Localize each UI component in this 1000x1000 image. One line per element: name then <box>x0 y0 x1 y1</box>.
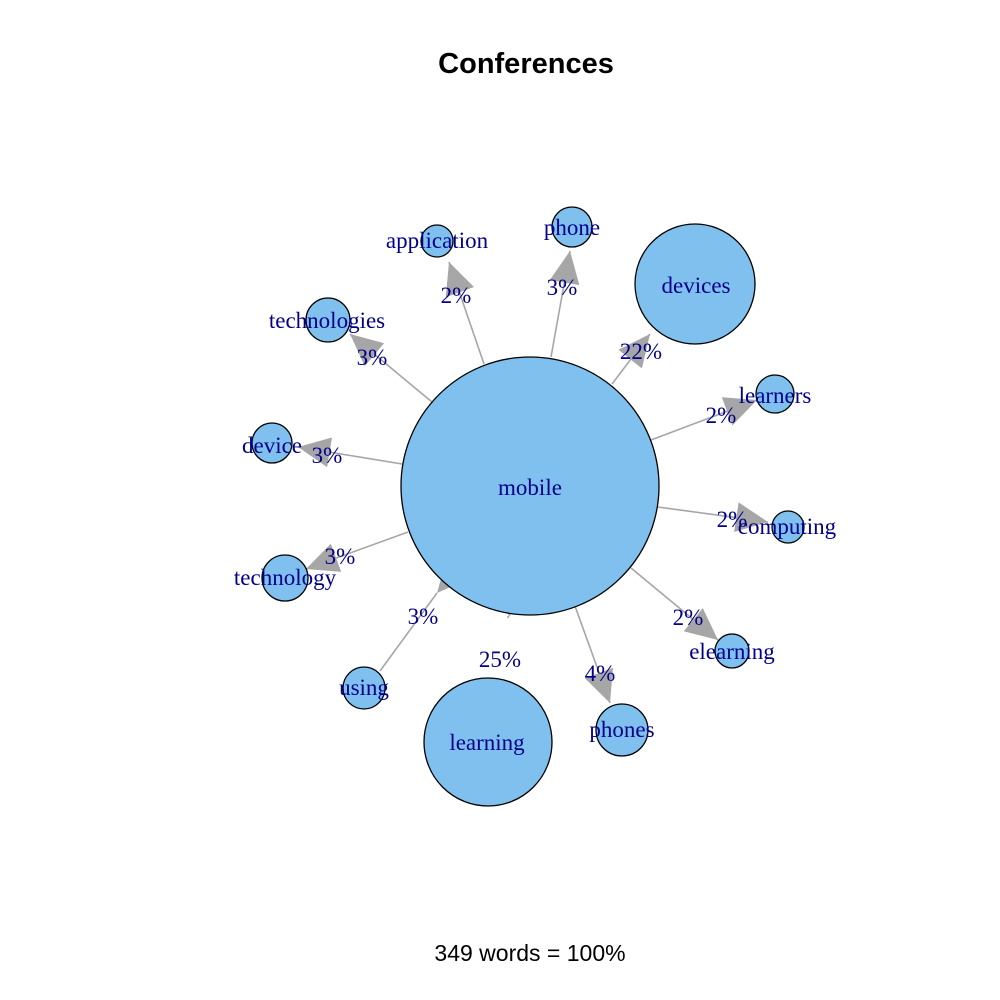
node-label-application: application <box>386 228 489 253</box>
footer-total: 349 words = 100% <box>434 940 625 966</box>
diagram-title: Conferences <box>438 48 614 80</box>
node-label-device: device <box>242 433 302 458</box>
node-circle-elearning <box>714 633 750 669</box>
node-circle-using <box>342 666 386 710</box>
edge-arrow-computing <box>734 502 768 532</box>
edge-arrow-technology <box>306 543 342 572</box>
node-circle-devices <box>634 223 756 345</box>
edge-label-using: 3% <box>408 604 439 629</box>
node-label-technology: technology <box>234 565 337 590</box>
edge-arrow-phone <box>549 251 580 286</box>
node-circle-application <box>420 224 454 258</box>
edge-label-layer: 2% 3% 22% 2% 2% 2% 4% 25% 3% 3% 3% 3% <box>312 275 748 686</box>
edge-label-technology: 3% <box>325 544 356 569</box>
edge-arrow-device <box>298 437 332 468</box>
edge-arrow-technologies <box>350 334 385 367</box>
node-label-mobile: mobile <box>498 475 562 500</box>
edge-line-using <box>379 592 438 672</box>
edge-label-phones: 4% <box>585 661 616 686</box>
node-circle-phones <box>595 703 649 757</box>
edge-label-device: 3% <box>312 443 343 468</box>
edge-label-learning: 25% <box>479 647 521 672</box>
node-circle-computing <box>771 510 805 544</box>
node-circle-learning <box>423 677 553 807</box>
edge-arrow-phones <box>584 667 613 703</box>
edge-label-devices: 22% <box>620 339 662 364</box>
edge-label-application: 2% <box>441 283 472 308</box>
node-circle-technology <box>261 554 309 602</box>
node-label-using: using <box>339 675 389 700</box>
node-circle-mobile <box>400 356 660 616</box>
edge-label-technologies: 3% <box>357 345 388 370</box>
node-circle-phone <box>551 206 593 248</box>
edge-label-phone: 3% <box>547 275 578 300</box>
node-circle-device <box>251 422 293 464</box>
edge-arrow-elearning <box>683 608 718 640</box>
edge-label-computing: 2% <box>717 507 748 532</box>
edge-arrow-application <box>445 262 474 298</box>
edge-arrow-devices <box>618 334 650 369</box>
edge-label-learners: 2% <box>706 403 737 428</box>
edge-arrow-learners <box>721 397 757 426</box>
node-circle-technologies <box>305 297 351 343</box>
node-layer: mobile application phone devices learners com… <box>234 206 837 807</box>
node-label-learning: learning <box>449 730 525 755</box>
node-label-computing: computing <box>738 514 837 539</box>
node-label-devices: devices <box>662 273 731 298</box>
node-label-technologies: technologies <box>269 308 385 333</box>
node-label-elearning: elearning <box>689 639 775 664</box>
node-circle-learners <box>755 374 795 414</box>
edge-label-elearning: 2% <box>673 605 704 630</box>
node-label-phone: phone <box>544 215 600 240</box>
node-label-phones: phones <box>589 717 654 742</box>
node-label-learners: learners <box>739 383 812 408</box>
